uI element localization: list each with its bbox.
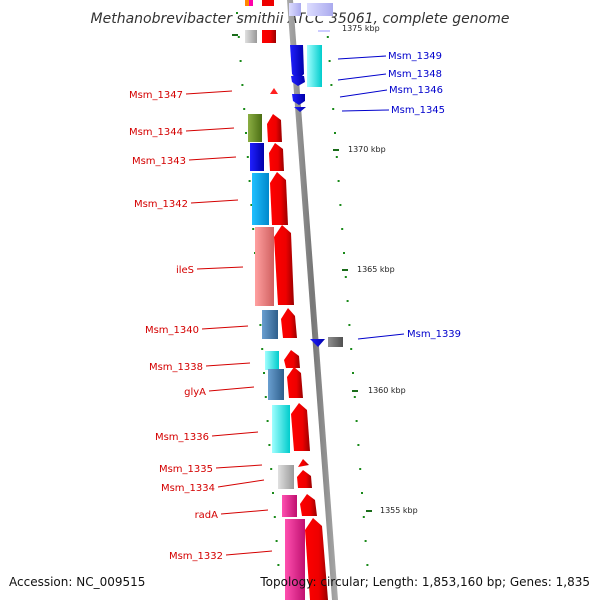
minor-tick [275, 540, 278, 542]
minor-tick [328, 60, 331, 62]
gene-label: Msm_1348 [388, 69, 442, 80]
minor-tick [348, 324, 351, 326]
minor-tick [243, 108, 246, 110]
backbone [287, 0, 338, 600]
forward-strand-genes [290, 45, 343, 347]
gene-label: Msm_1346 [389, 85, 443, 96]
forward-gene-labels: Msm_1349 Msm_1348 Msm_1346 Msm_1345 Msm_… [388, 51, 461, 340]
minor-tick [263, 372, 265, 374]
reverse-label-leaders [185, 90, 273, 556]
gene-label: radA [195, 510, 219, 521]
genome-summary-text: Topology: circular; Length: 1,853,160 bp… [259, 575, 590, 589]
minor-tick [364, 540, 367, 542]
minor-tick [366, 564, 369, 566]
minor-tick [250, 204, 253, 206]
scale-tick-label: 1360 kbp [368, 386, 406, 395]
minor-tick [330, 84, 333, 86]
gene-label: Msm_1340 [145, 325, 199, 336]
gene-label: Msm_1338 [149, 362, 203, 373]
minor-tick [270, 468, 273, 470]
gene-label: ileS [176, 265, 194, 276]
reverse-gene-labels: Msm_1347 Msm_1344 Msm_1343 Msm_1342 ileS… [129, 90, 223, 562]
minor-tick [261, 348, 264, 350]
minor-tick [359, 468, 362, 470]
minor-tick [341, 228, 344, 230]
accession-text: Accession: NC_009515 [9, 575, 145, 589]
gene-label: Msm_1343 [132, 156, 186, 167]
minor-tick [268, 444, 271, 446]
minor-tick [353, 396, 356, 398]
minor-tick [346, 300, 349, 302]
minor-tick [350, 348, 353, 350]
minor-tick [334, 132, 336, 134]
minor-tick [239, 60, 242, 62]
gene-label: Msm_1332 [169, 551, 223, 562]
gene-label: Msm_1342 [134, 199, 188, 210]
minor-tick [344, 276, 347, 278]
scale-tick-label: 1355 kbp [380, 506, 418, 515]
minor-tick [246, 156, 249, 158]
scale-ticks: 1375 kbp 1370 kbp 1365 kbp 1360 kbp 1355… [333, 24, 418, 515]
minor-tick [266, 420, 269, 422]
reverse-strand-genes [248, 88, 328, 600]
minor-tick [252, 228, 255, 230]
gene-label: Msm_1339 [407, 329, 461, 340]
minor-tick [277, 564, 280, 566]
minor-tick [357, 444, 360, 446]
minor-tick [355, 420, 358, 422]
minor-tick [332, 108, 335, 110]
minor-tick [241, 84, 244, 86]
scale-tick-label: 1375 kbp [342, 24, 380, 33]
gene-label: Msm_1345 [391, 105, 445, 116]
minor-tick [337, 180, 340, 182]
minor-tick [259, 324, 262, 326]
minor-tick [264, 396, 267, 398]
gene-label: Msm_1335 [159, 464, 213, 475]
minor-tick [236, 12, 238, 14]
minor-tick [248, 180, 251, 182]
gene-label: Msm_1349 [388, 51, 442, 62]
minor-tick [352, 372, 354, 374]
minor-tick [339, 204, 342, 206]
gene-label: Msm_1334 [161, 483, 215, 494]
scale-tick-label: 1365 kbp [357, 265, 395, 274]
minor-tick [335, 156, 338, 158]
gene-label: Msm_1336 [155, 432, 209, 443]
minor-tick [361, 492, 363, 494]
minor-tick [326, 36, 329, 38]
gene-label: glyA [184, 387, 206, 398]
scale-tick-label: 1370 kbp [348, 145, 386, 154]
minor-tick [362, 516, 365, 518]
minor-tick [245, 132, 247, 134]
genome-title: Methanobrevibacter smithii ATCC 35061, c… [91, 11, 510, 27]
gene-label: Msm_1347 [129, 90, 183, 101]
minor-tick [273, 516, 276, 518]
gene-label: Msm_1344 [129, 127, 183, 138]
minor-tick [272, 492, 274, 494]
minor-tick [237, 36, 240, 38]
forward-label-leaders [337, 55, 405, 340]
minor-tick [343, 252, 345, 254]
features-top-partial [232, 0, 333, 43]
